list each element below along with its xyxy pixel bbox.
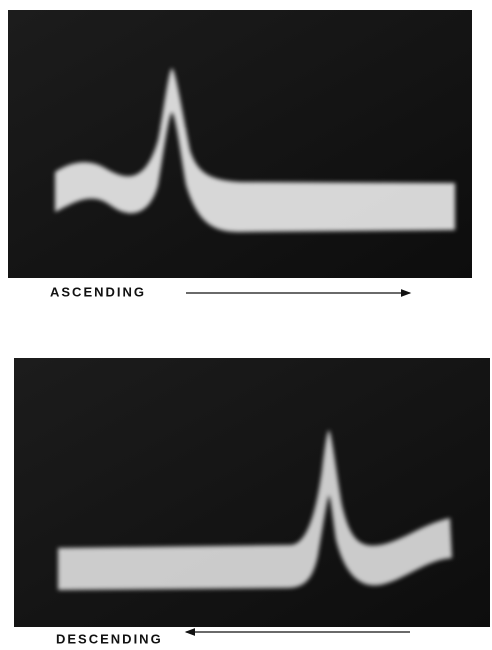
screen [8, 10, 472, 278]
panel-label: DESCENDING [56, 631, 163, 646]
figure: ASCENDING DESCENDING [0, 0, 492, 650]
panel-top: ASCENDING [8, 10, 472, 299]
panel-bottom: DESCENDING [14, 358, 490, 646]
panel-label: ASCENDING [50, 284, 146, 299]
page: {"panels": [{"label": "ASCENDING"}, {"la… [0, 0, 492, 650]
